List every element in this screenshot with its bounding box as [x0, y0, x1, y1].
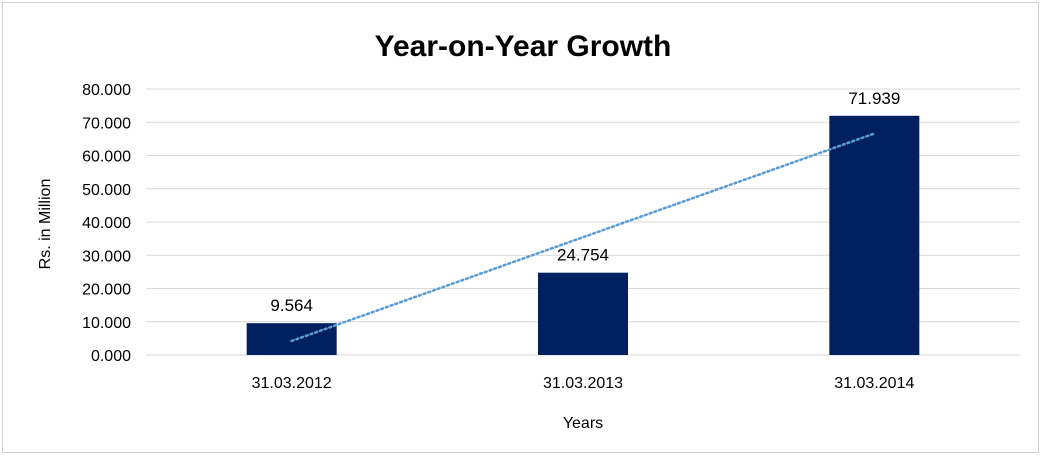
x-tick-label: 31.03.2012	[252, 375, 332, 392]
bar	[246, 323, 337, 355]
grid-lines	[146, 88, 1020, 356]
y-axis-label: Rs. in Million	[37, 179, 54, 270]
data-label: 24.754	[557, 246, 609, 265]
x-axis-label: Years	[563, 415, 603, 432]
bars	[246, 115, 920, 355]
chart-svg: Year-on-Year Growth 0.000 10.000 20.000 30.…	[37, 30, 1020, 432]
x-tick-label: 31.03.2014	[834, 375, 914, 392]
y-tick-label: 40.000	[82, 215, 131, 232]
x-tick-label: 31.03.2013	[543, 375, 623, 392]
x-axis-ticks: 31.03.2012 31.03.2013 31.03.2014	[252, 375, 915, 392]
y-tick-label: 80.000	[82, 82, 131, 99]
bar	[538, 272, 628, 355]
y-tick-label: 30.000	[82, 248, 131, 265]
y-tick-label: 60.000	[82, 149, 131, 166]
bar	[829, 115, 920, 355]
y-tick-label: 70.000	[82, 115, 131, 132]
y-tick-label: 50.000	[82, 182, 131, 199]
y-tick-label: 20.000	[82, 282, 131, 299]
y-tick-label: 10.000	[82, 315, 131, 332]
data-labels: 9.564 24.754 71.939	[270, 89, 900, 315]
trendline-group	[290, 132, 876, 343]
chart-title: Year-on-Year Growth	[375, 30, 672, 63]
trendline	[290, 132, 876, 343]
data-label: 71.939	[848, 89, 900, 108]
data-label: 9.564	[270, 296, 313, 315]
y-axis-ticks: 0.000 10.000 20.000 30.000 40.000 50.000 60.00…	[82, 82, 131, 365]
y-tick-label: 0.000	[91, 348, 131, 365]
